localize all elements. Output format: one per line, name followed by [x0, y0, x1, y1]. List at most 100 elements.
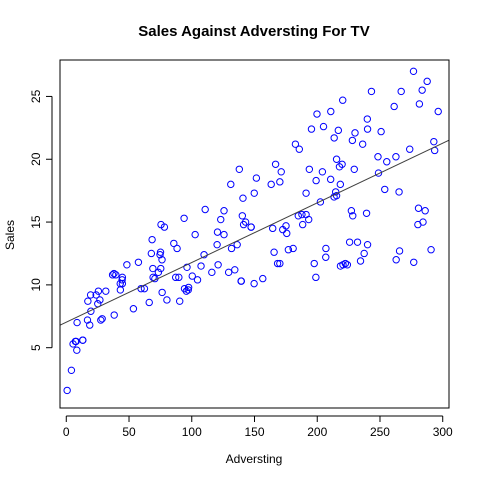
data-point: [85, 298, 91, 304]
data-point: [328, 108, 334, 114]
data-point: [393, 154, 399, 160]
data-point: [428, 247, 434, 253]
data-point: [164, 297, 170, 303]
data-point: [382, 186, 388, 192]
x-tick-label: 200: [307, 425, 327, 439]
y-axis-label: Sales: [3, 220, 17, 250]
x-tick-label: 300: [433, 425, 453, 439]
data-point: [174, 245, 180, 251]
data-point: [375, 154, 381, 160]
data-point: [393, 257, 399, 263]
data-point: [333, 156, 339, 162]
data-point: [215, 262, 221, 268]
data-point: [396, 248, 402, 254]
data-point: [396, 189, 402, 195]
data-point: [198, 263, 204, 269]
data-point: [225, 269, 231, 275]
x-axis: 0 50 100 150 200 250 300: [63, 416, 453, 439]
data-point: [299, 221, 305, 227]
data-point: [240, 195, 246, 201]
data-point: [228, 245, 234, 251]
data-point: [323, 254, 329, 260]
data-point: [192, 231, 198, 237]
y-tick-label: 25: [29, 89, 43, 103]
data-point: [194, 277, 200, 283]
data-point: [303, 190, 309, 196]
data-point: [177, 298, 183, 304]
data-point: [209, 269, 215, 275]
x-tick-label: 0: [63, 425, 70, 439]
data-point: [80, 337, 86, 343]
y-tick-label: 20: [29, 152, 43, 166]
data-point: [314, 111, 320, 117]
data-point: [64, 387, 70, 393]
data-point: [238, 278, 244, 284]
data-point: [415, 205, 421, 211]
data-point: [221, 208, 227, 214]
data-point: [335, 127, 341, 133]
data-point: [296, 146, 302, 152]
data-point: [357, 258, 363, 264]
data-point: [228, 181, 234, 187]
data-point: [368, 88, 374, 94]
data-point: [364, 116, 370, 122]
data-point: [327, 176, 333, 182]
data-point: [303, 211, 309, 217]
y-tick-label: 10: [29, 278, 43, 292]
regression-line-group: [60, 140, 449, 325]
data-point: [363, 210, 369, 216]
data-point: [239, 213, 245, 219]
data-point: [411, 259, 417, 265]
data-point: [306, 166, 312, 172]
data-point: [248, 224, 254, 230]
data-point: [149, 236, 155, 242]
data-point: [236, 166, 242, 172]
data-point: [148, 250, 154, 256]
data-point: [331, 135, 337, 141]
chart-title: Sales Against Adversting For TV: [138, 23, 369, 40]
data-point: [361, 250, 367, 256]
data-point: [124, 262, 130, 268]
data-points: [64, 68, 441, 394]
data-point: [214, 229, 220, 235]
data-point: [277, 179, 283, 185]
data-point: [214, 241, 220, 247]
data-point: [349, 137, 355, 143]
x-tick-label: 150: [244, 425, 264, 439]
data-point: [308, 126, 314, 132]
data-point: [103, 288, 109, 294]
x-axis-label: Adversting: [226, 452, 283, 466]
data-point: [271, 249, 277, 255]
regression-line: [60, 140, 449, 325]
data-point: [270, 225, 276, 231]
data-point: [420, 219, 426, 225]
data-point: [253, 175, 259, 181]
y-tick-label: 5: [29, 344, 43, 351]
data-point: [295, 213, 301, 219]
data-point: [74, 319, 80, 325]
data-point: [384, 159, 390, 165]
data-point: [284, 230, 290, 236]
x-tick-label: 50: [122, 425, 136, 439]
data-point: [320, 123, 326, 129]
data-point: [407, 146, 413, 152]
data-point: [68, 367, 74, 373]
data-point: [435, 108, 441, 114]
data-point: [202, 206, 208, 212]
data-point: [346, 239, 352, 245]
data-point: [111, 312, 117, 318]
data-point: [251, 190, 257, 196]
data-point: [391, 103, 397, 109]
x-tick-label: 250: [370, 425, 390, 439]
data-point: [268, 181, 274, 187]
data-point: [135, 259, 141, 265]
data-point: [340, 97, 346, 103]
data-point: [130, 306, 136, 312]
data-point: [221, 231, 227, 237]
data-point: [159, 289, 165, 295]
data-point: [260, 275, 266, 281]
data-point: [232, 267, 238, 273]
data-point: [359, 141, 365, 147]
data-point: [416, 101, 422, 107]
